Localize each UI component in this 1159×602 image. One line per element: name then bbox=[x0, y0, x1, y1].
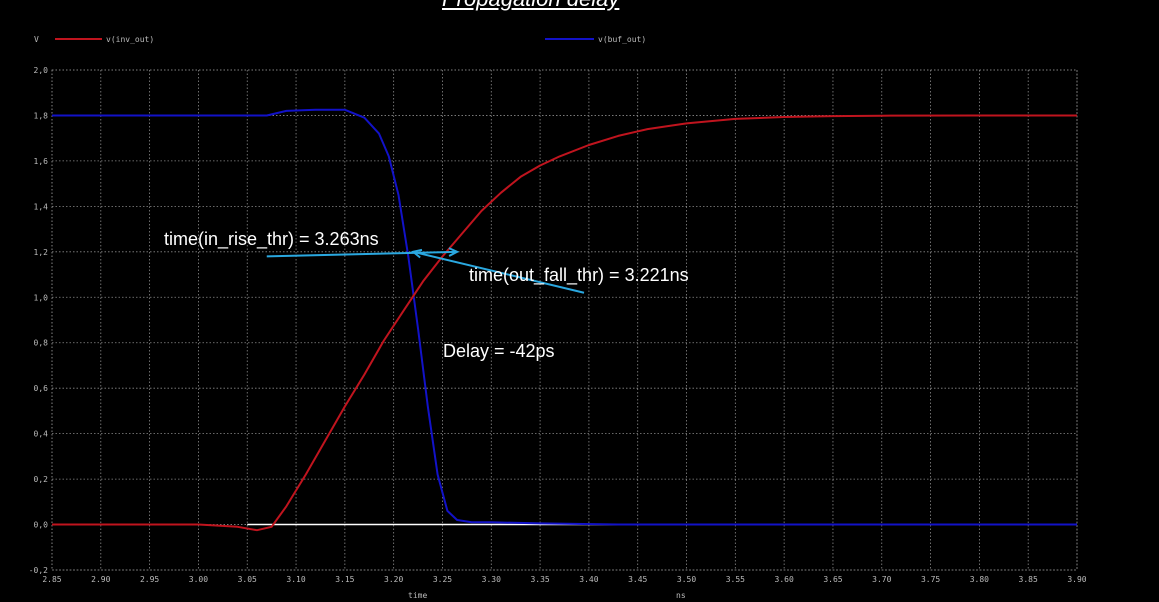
annotation-delay: Delay = -42ps bbox=[443, 341, 555, 361]
x-tick-label: 3.45 bbox=[628, 575, 647, 584]
x-tick-label: 2.95 bbox=[140, 575, 159, 584]
series-line-buf-out bbox=[52, 108, 1077, 526]
x-tick-label: 3.35 bbox=[530, 575, 549, 584]
legend-label-buf-out: v(buf_out) bbox=[598, 35, 646, 44]
y-tick-label: 2,0 bbox=[34, 66, 49, 75]
x-tick-label: 3.20 bbox=[384, 575, 403, 584]
arrow-head bbox=[448, 247, 460, 257]
arrow-shaft bbox=[266, 250, 458, 258]
x-tick-label: 3.85 bbox=[1019, 575, 1038, 584]
chart-title: Propagation delay bbox=[442, 0, 619, 12]
y-tick-label: 0,6 bbox=[34, 384, 49, 393]
x-tick-label: 3.40 bbox=[579, 575, 598, 584]
arrow-head bbox=[410, 248, 423, 259]
plot-frame bbox=[51, 69, 1078, 571]
series-line-inv-out bbox=[52, 114, 1077, 532]
x-axis-unit: ns bbox=[676, 591, 686, 600]
x-tick-label: 3.55 bbox=[726, 575, 745, 584]
y-tick-label: 0,2 bbox=[34, 475, 49, 484]
x-tick-label: 3.65 bbox=[823, 575, 842, 584]
x-tick-label: 3.80 bbox=[970, 575, 989, 584]
grid-lines bbox=[51, 69, 1078, 571]
x-tick-label: 3.60 bbox=[775, 575, 794, 584]
y-tick-label: 0,8 bbox=[34, 339, 49, 348]
x-tick-label: 3.90 bbox=[1067, 575, 1086, 584]
x-tick-label: 3.70 bbox=[872, 575, 891, 584]
y-tick-label: 1,2 bbox=[34, 248, 49, 257]
annotation-out-fall-thr: time(out_fall_thr) = 3.221ns bbox=[469, 265, 689, 285]
y-tick-label: 1,6 bbox=[34, 157, 49, 166]
x-tick-label: 3.05 bbox=[238, 575, 257, 584]
series-lines bbox=[52, 108, 1077, 532]
x-tick-label: 3.25 bbox=[433, 575, 452, 584]
x-tick-label: 3.30 bbox=[482, 575, 501, 584]
annotation-in-rise-thr: time(in_rise_thr) = 3.263ns bbox=[164, 229, 379, 249]
x-tick-label: 3.10 bbox=[286, 575, 305, 584]
annotation-arrows bbox=[266, 247, 585, 294]
y-tick-label: 0,4 bbox=[34, 430, 49, 439]
x-tick-label: 3.00 bbox=[189, 575, 208, 584]
y-tick-label: 1,4 bbox=[34, 202, 49, 211]
x-tick-label: 3.50 bbox=[677, 575, 696, 584]
x-tick-label: 2.90 bbox=[91, 575, 110, 584]
x-tick-label: 2.85 bbox=[42, 575, 61, 584]
legend-label-inv-out: v(inv_out) bbox=[106, 35, 154, 44]
tick-labels: 2.85 2.90 2.95 3.00 3.05 3.10 3.15 3.20 3.25 3.30… bbox=[29, 66, 1087, 584]
x-axis-label: time bbox=[408, 591, 427, 600]
arrow-shaft bbox=[412, 250, 585, 294]
y-tick-label: 1,0 bbox=[34, 293, 49, 302]
y-axis-label: V bbox=[34, 35, 39, 44]
y-tick-label: 1,8 bbox=[34, 111, 49, 120]
x-tick-label: 3.75 bbox=[921, 575, 940, 584]
y-tick-label: -0,2 bbox=[29, 566, 48, 575]
x-tick-label: 3.15 bbox=[335, 575, 354, 584]
y-tick-label: 0,0 bbox=[34, 521, 49, 530]
legend: V v(inv_out) v(buf_out) time ns bbox=[34, 35, 686, 600]
